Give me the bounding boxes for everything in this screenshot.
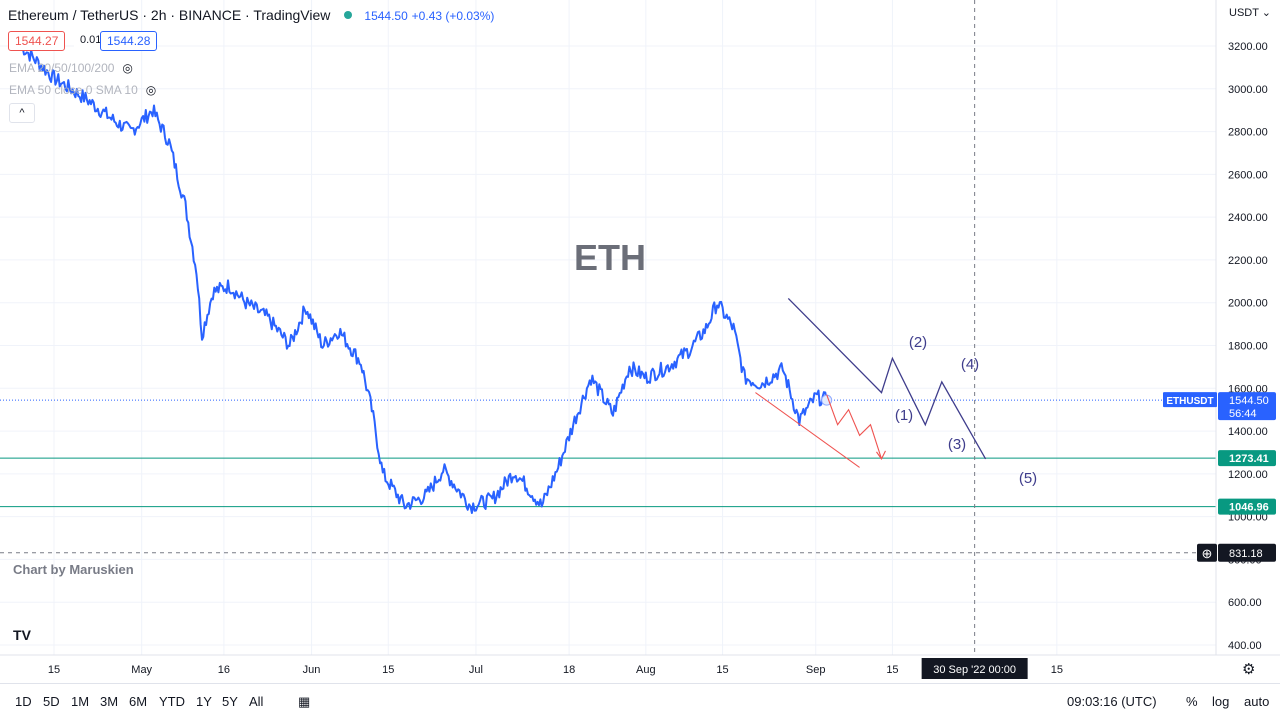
price-chart[interactable]: ETH (1) (2) (3) (4) (5) USDT ⌄ 3200.00 3000.00… — [0, 0, 1280, 684]
range-button-3m[interactable]: 3M — [100, 694, 119, 709]
bottom-toolbar: 1D 5D 1M 3M 6M YTD 1Y 5Y All ▦ 09:03:16 (UTC) % … — [0, 683, 1280, 720]
tradingview-logo-icon[interactable]: TV — [13, 627, 31, 643]
clock-time[interactable]: 09:03:16 (UTC) — [1067, 694, 1157, 709]
x-tick-label: Aug — [636, 664, 656, 676]
y-tick-label: 1800.00 — [1228, 341, 1268, 353]
red-trend-line[interactable] — [755, 392, 860, 468]
range-button-5y[interactable]: 5Y — [222, 694, 238, 709]
vertical-grid — [53, 0, 1058, 655]
collapse-legend-button[interactable]: ^ — [9, 103, 35, 123]
add-alert-box[interactable] — [1197, 543, 1217, 562]
symbol-watermark: ETH — [574, 237, 646, 278]
spread-value: 0.01 — [74, 31, 108, 49]
elliott-wave-projection[interactable] — [787, 297, 987, 460]
log-toggle[interactable]: log — [1212, 694, 1230, 709]
x-tick-label: 15 — [886, 664, 898, 676]
x-tick-label: 15 — [48, 664, 60, 676]
last-price: 1544.50 — [364, 9, 408, 23]
last-price-box — [1218, 392, 1276, 421]
buy-button[interactable]: 1544.28 — [100, 31, 158, 51]
y-tick-label: 2000.00 — [1228, 298, 1268, 310]
crosshair-price-label: 831.18 — [1229, 548, 1263, 560]
plus-circle-icon[interactable]: ⊕ — [1202, 546, 1213, 561]
y-tick-label: 3200.00 — [1228, 41, 1268, 53]
indicator-label: EMA 20/50/100/200 — [9, 61, 115, 75]
wave-label: (1) — [895, 407, 913, 424]
wave-label: (3) — [948, 436, 966, 453]
y-tick-label: 2200.00 — [1228, 255, 1268, 267]
indicator-legend-sma[interactable]: EMA 50 close 0 SMA 10 ◎ — [9, 83, 156, 97]
calendar-icon[interactable]: ▦ — [298, 694, 311, 709]
x-tick-label: 18 — [563, 664, 575, 676]
level-price-box — [1218, 498, 1276, 515]
sell-button[interactable]: 1544.27 — [8, 31, 66, 51]
percent-toggle[interactable]: % — [1186, 694, 1198, 709]
cursor-date-box — [921, 658, 1028, 679]
level-price-label: 1273.41 — [1229, 453, 1269, 465]
symbol-tag-box — [1163, 392, 1217, 408]
eye-hidden-icon[interactable]: ◎ — [145, 83, 157, 97]
y-tick-label: 400.00 — [1228, 640, 1262, 652]
wave-label: (2) — [909, 334, 927, 351]
eye-hidden-icon[interactable]: ◎ — [122, 61, 133, 75]
symbol-title[interactable]: Ethereum / TetherUS · 2h · BINANCE · Tra… — [8, 7, 331, 23]
countdown-label: 56:44 — [1229, 408, 1257, 420]
range-button-6m[interactable]: 6M — [129, 694, 148, 709]
crosshair-price-box — [1218, 543, 1276, 562]
indicator-label: EMA 50 close 0 SMA 10 — [9, 83, 138, 97]
y-tick-label: 1200.00 — [1228, 469, 1268, 481]
red-path-projection[interactable] — [826, 394, 883, 460]
x-tick-label: 15 — [382, 664, 394, 676]
chart-header: Ethereum / TetherUS · 2h · BINANCE · Tra… — [8, 7, 494, 23]
support-levels — [0, 457, 1216, 508]
price-change: +0.43 (+0.03%) — [411, 9, 495, 23]
currency-label[interactable]: USDT ⌄ — [1229, 7, 1271, 19]
range-button-1y[interactable]: 1Y — [196, 694, 212, 709]
x-tick-label: Sep — [806, 664, 826, 676]
y-tick-label: 2600.00 — [1228, 169, 1268, 181]
y-tick-label: 2400.00 — [1228, 212, 1268, 224]
range-button-1d[interactable]: 1D — [15, 694, 32, 709]
time-axis[interactable]: 15 May 16 Jun 15 Jul 18 Aug 15 Sep 15 15 30 Sep '22 … — [0, 654, 1280, 679]
arrow-head-icon — [876, 450, 886, 460]
price-series — [20, 45, 833, 514]
horizontal-grid — [0, 45, 1216, 646]
x-tick-label: 16 — [218, 664, 230, 676]
range-button-5d[interactable]: 5D — [43, 694, 60, 709]
level-price-label: 1046.96 — [1229, 502, 1269, 514]
x-tick-label: Jul — [469, 664, 483, 676]
x-tick-label: 15 — [716, 664, 728, 676]
ethusdt-price-line[interactable] — [20, 45, 828, 514]
y-tick-label: 2800.00 — [1228, 127, 1268, 139]
y-tick-label: 600.00 — [1228, 597, 1262, 609]
range-button-ytd[interactable]: YTD — [159, 694, 185, 709]
market-status-dot — [344, 11, 353, 19]
auto-toggle[interactable]: auto — [1244, 694, 1270, 709]
y-tick-label: 1000.00 — [1228, 512, 1268, 524]
x-tick-label: Jun — [303, 664, 321, 676]
last-price-label: 1544.50 — [1229, 395, 1269, 407]
cursor-date-label: 30 Sep '22 00:00 — [933, 664, 1016, 676]
wave-label: (5) — [1019, 470, 1037, 487]
wave-labels: (1) (2) (3) (4) (5) — [895, 334, 1037, 487]
wave-label: (4) — [961, 356, 979, 373]
indicator-legend-ema[interactable]: EMA 20/50/100/200 ◎ — [9, 61, 133, 75]
chart-credit: Chart by Maruskien — [13, 562, 134, 577]
x-tick-label: 15 — [1051, 664, 1063, 676]
symbol-tag-label: ETHUSDT — [1166, 396, 1213, 407]
y-tick-label: 1400.00 — [1228, 426, 1268, 438]
range-button-1m[interactable]: 1M — [71, 694, 90, 709]
level-price-box — [1218, 450, 1276, 467]
projection-drawings[interactable] — [755, 297, 987, 468]
x-tick-label: May — [131, 664, 152, 676]
settings-gear-icon[interactable]: ⚙ — [1242, 661, 1256, 678]
range-button-all[interactable]: All — [249, 694, 264, 709]
y-tick-label: 3000.00 — [1228, 84, 1268, 96]
